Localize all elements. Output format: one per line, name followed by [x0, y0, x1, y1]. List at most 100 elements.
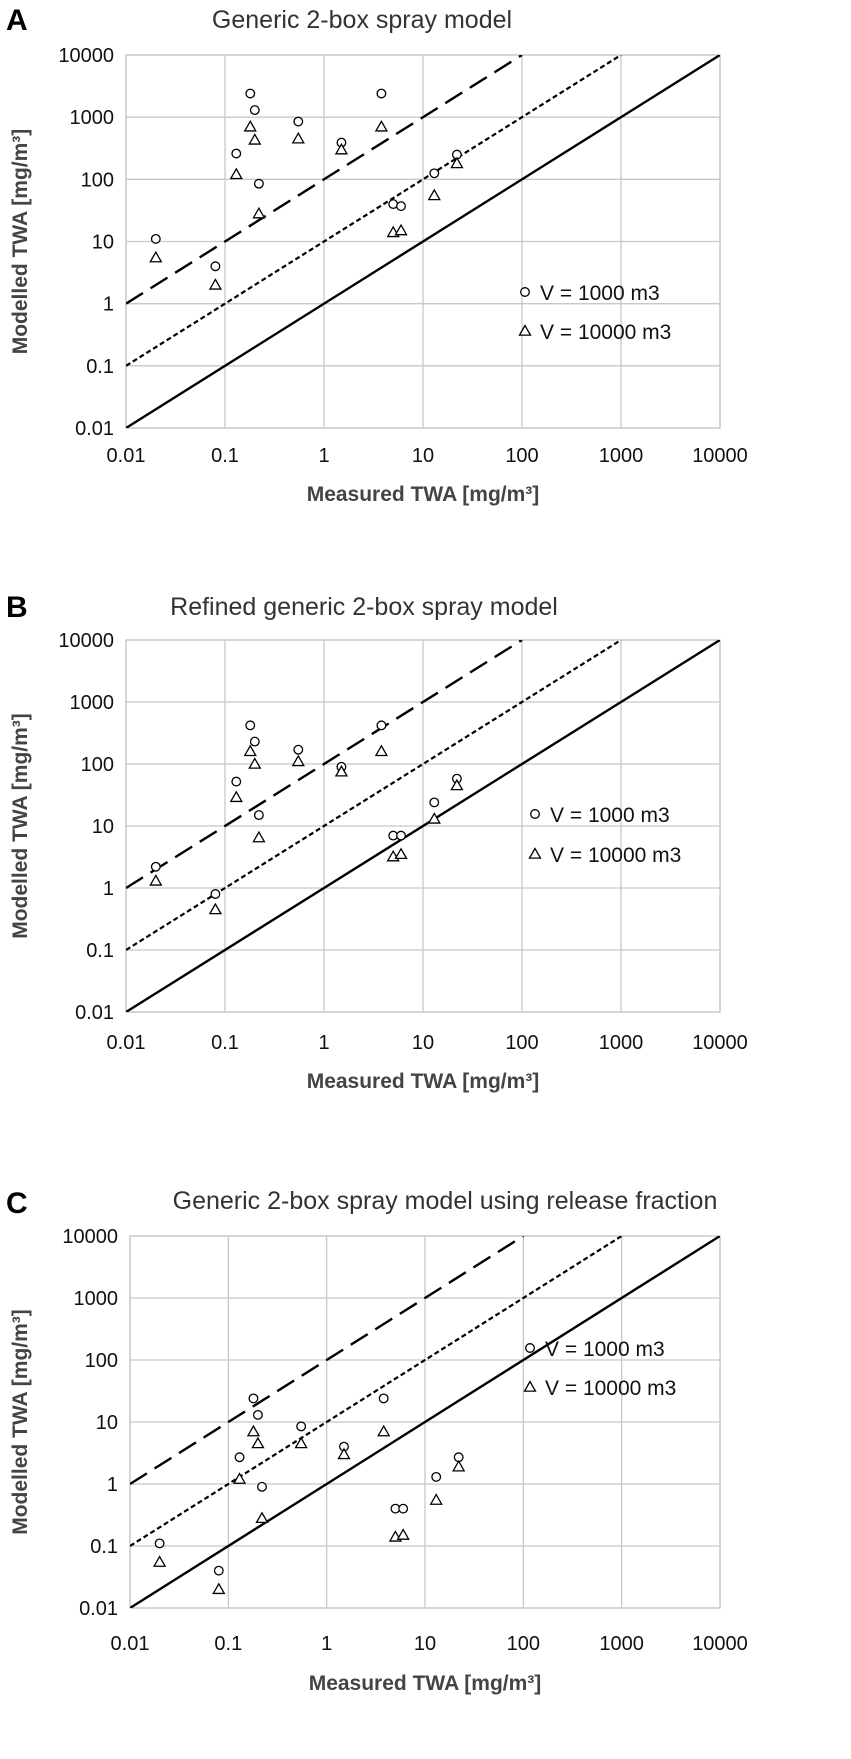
x-tick-label: 0.01: [111, 1633, 150, 1655]
data-point-triangle: [152, 1555, 167, 1567]
chart-b-svg: B Refined generic 2-box spray model 0.01 0.…: [6, 591, 748, 1093]
data-point-triangle: [291, 131, 305, 144]
x-tick-label: 1: [318, 1032, 329, 1054]
y-tick-label: 0.01: [75, 418, 114, 440]
data-point-circle: [210, 261, 221, 272]
x-tick-label: 0.1: [211, 1032, 239, 1054]
data-point-circle: [296, 1421, 307, 1432]
data-point-triangle: [149, 250, 163, 263]
data-point-triangle: [334, 764, 349, 777]
legend-label: V = 10000 m3: [540, 321, 671, 344]
legend-label: V = 1000 m3: [540, 282, 660, 305]
data-point-circle: [150, 233, 161, 244]
data-point-circle: [396, 201, 406, 212]
x-tick-label: 100: [507, 1633, 540, 1655]
series-circle: [154, 1393, 464, 1576]
legend-marker-circle: [530, 809, 540, 819]
data-point-triangle: [229, 167, 243, 180]
x-tick-label: 10000: [692, 1633, 748, 1655]
x-tick-label: 1: [318, 445, 329, 467]
y-tick-label: 10000: [58, 45, 114, 67]
data-point-triangle: [246, 1424, 261, 1437]
data-point-triangle: [255, 1511, 269, 1524]
data-point-triangle: [294, 1436, 308, 1449]
data-point-circle: [293, 744, 304, 755]
y-axis-label: Modelled TWA [mg/m³]: [9, 713, 32, 939]
data-point-triangle: [337, 1447, 351, 1460]
data-point-circle: [398, 1503, 409, 1514]
data-point-triangle: [394, 223, 408, 236]
reference-line-solid: [126, 55, 720, 428]
y-tick-label: 10: [92, 232, 114, 254]
y-tick-label: 10000: [58, 630, 114, 652]
data-point-circle: [248, 1393, 259, 1404]
chart-a-svg: A Generic 2-box spray model 0.01 0.1 1 10 100 1…: [6, 4, 748, 506]
data-point-circle: [231, 148, 242, 159]
x-tick-label: 0.01: [107, 1032, 146, 1054]
data-point-circle: [249, 736, 260, 747]
reference-lines: [126, 640, 720, 1012]
chart-panel-b: B Refined generic 2-box spray model 0.01 0.…: [0, 585, 851, 1175]
x-tick-label: 100: [505, 1032, 538, 1054]
data-point-circle: [376, 88, 387, 99]
x-tick-label: 0.01: [107, 445, 146, 467]
reference-line-dashed: [126, 640, 523, 890]
data-point-circle: [150, 861, 161, 872]
data-point-circle: [231, 776, 242, 787]
data-point-circle: [293, 116, 304, 127]
x-tick-label: 10: [414, 1633, 436, 1655]
data-point-triangle: [248, 757, 262, 769]
data-point-triangle: [243, 744, 257, 757]
y-tick-label: 1000: [74, 1288, 119, 1310]
reference-line-dotted: [126, 640, 622, 951]
y-tick-label: 100: [81, 754, 114, 776]
data-point-triangle: [394, 847, 408, 860]
y-tick-label: 1000: [70, 692, 115, 714]
data-point-triangle: [251, 1436, 265, 1449]
data-point-circle: [378, 1393, 389, 1404]
data-point-triangle: [374, 744, 389, 757]
chart-title: Refined generic 2-box spray model: [170, 593, 558, 621]
reference-line-dotted: [126, 55, 622, 367]
x-tick-label: 10: [412, 445, 434, 467]
data-point-triangle: [452, 1459, 466, 1472]
x-tick-label: 1000: [599, 1032, 644, 1054]
data-point-triangle: [248, 133, 262, 145]
series-circle: [150, 720, 462, 899]
chart-panel-c: C Generic 2-box spray model using release…: [0, 1175, 851, 1759]
x-tick-label: 0.1: [211, 445, 239, 467]
data-point-triangle: [208, 902, 223, 915]
x-tick-label: 10000: [692, 445, 748, 467]
y-tick-label: 100: [81, 169, 114, 191]
data-point-triangle: [450, 778, 464, 791]
data-point-circle: [249, 105, 260, 116]
data-point-circle: [429, 797, 440, 808]
legend-label: V = 10000 m3: [550, 844, 681, 867]
plot-area: [125, 639, 721, 1013]
data-point-triangle: [374, 119, 389, 132]
y-tick-label: 0.1: [86, 356, 114, 378]
data-point-triangle: [334, 142, 349, 155]
y-tick-label: 0.01: [79, 1598, 118, 1620]
y-tick-label: 1000: [70, 107, 115, 129]
reference-line-solid: [126, 640, 720, 1012]
legend-marker-triangle: [523, 1380, 537, 1392]
legend: V = 1000 m3 V = 10000 m3: [523, 1338, 676, 1400]
y-tick-label: 0.1: [86, 940, 114, 962]
x-axis-label: Measured TWA [mg/m³]: [307, 483, 540, 506]
data-point-circle: [431, 1471, 442, 1482]
data-point-circle: [213, 1565, 224, 1576]
data-point-circle: [257, 1481, 267, 1492]
series-triangle: [149, 119, 464, 290]
x-tick-label: 100: [505, 445, 538, 467]
legend-label: V = 10000 m3: [545, 1377, 676, 1400]
y-axis-label: Modelled TWA [mg/m³]: [9, 129, 32, 355]
series-circle: [150, 88, 462, 272]
x-tick-label: 0.1: [214, 1633, 242, 1655]
plot-area: [125, 54, 721, 429]
legend: V = 1000 m3 V = 10000 m3: [528, 804, 681, 867]
data-point-circle: [210, 889, 221, 899]
y-axis-label: Modelled TWA [mg/m³]: [9, 1309, 32, 1535]
data-point-circle: [245, 88, 256, 99]
data-point-triangle: [243, 119, 257, 132]
